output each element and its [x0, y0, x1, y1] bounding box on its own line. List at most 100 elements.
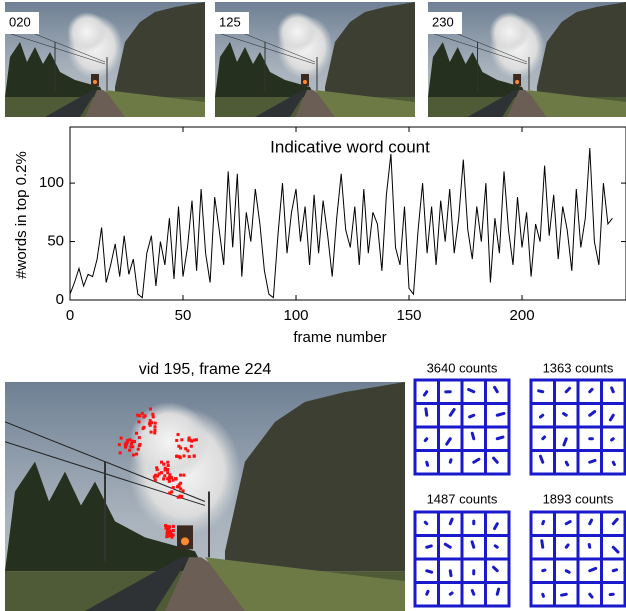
feature-dot	[130, 439, 134, 443]
histogram-glyph	[467, 387, 476, 394]
feature-dot	[135, 452, 139, 456]
feature-dot	[126, 438, 130, 442]
chart-title: Indicative word count	[270, 137, 430, 156]
feature-dot	[167, 525, 171, 529]
feature-dot	[153, 431, 157, 435]
histogram-glyph	[425, 460, 430, 467]
feature-dot	[153, 425, 157, 429]
histogram-glyph	[491, 565, 499, 573]
feature-dot	[132, 440, 136, 444]
feature-dot	[178, 494, 182, 498]
feature-dot	[171, 478, 175, 482]
feature-dot	[181, 489, 185, 493]
feature-dot	[154, 473, 158, 477]
histogram-glyph	[538, 413, 545, 419]
feature-dot	[163, 466, 167, 470]
histogram-glyph	[472, 457, 481, 464]
histogram-glyph	[423, 437, 429, 443]
thumbnail-label: 020	[9, 14, 31, 29]
thumbnail-label: 230	[432, 14, 454, 29]
feature-dot	[148, 423, 152, 427]
feature-dot	[192, 438, 196, 442]
feature-dot	[117, 443, 121, 447]
x-axis-label: frame number	[293, 329, 386, 346]
histogram-glyph	[588, 566, 598, 573]
feature-dot	[176, 433, 180, 437]
histogram-glyph	[448, 458, 453, 464]
histogram-glyph	[562, 437, 568, 447]
histogram-glyph	[495, 411, 506, 417]
feature-dot	[167, 534, 171, 538]
feature-dot	[178, 456, 182, 460]
feature-dot	[148, 419, 152, 423]
feature-dot	[180, 438, 184, 442]
feature-dot	[129, 445, 133, 449]
histogram-glyph	[541, 435, 547, 441]
feature-dot	[166, 471, 170, 475]
feature-dot	[187, 436, 191, 440]
histogram-glyph	[562, 412, 568, 417]
histogram-glyph	[470, 588, 476, 596]
feature-dot	[169, 530, 173, 534]
feature-dot	[125, 440, 129, 444]
histogram-glyph	[495, 435, 505, 441]
histogram-glyph	[445, 437, 452, 446]
histogram-glyph	[610, 386, 615, 394]
feature-dot	[159, 460, 163, 464]
feature-dot	[147, 422, 151, 426]
histogram-glyph	[448, 517, 454, 526]
thumbnail-label: 125	[219, 14, 241, 29]
feature-dot	[128, 448, 132, 452]
feature-dot	[182, 473, 186, 477]
feature-dot	[192, 454, 196, 458]
feature-dot	[171, 533, 175, 537]
histogram-glyph	[541, 568, 547, 573]
feature-dot	[136, 413, 140, 417]
feature-dot	[168, 475, 172, 479]
histogram-title: 1893 counts	[543, 491, 614, 506]
histogram-glyph	[495, 587, 501, 596]
feature-dot	[170, 476, 174, 480]
histogram-glyph	[448, 408, 456, 417]
histogram-glyph	[468, 413, 476, 419]
feature-dot	[179, 473, 183, 477]
histogram-glyph	[564, 543, 570, 549]
histogram-glyph	[587, 543, 592, 549]
histogram-glyph	[425, 589, 430, 596]
photo-title: vid 195, frame 224	[139, 361, 272, 378]
feature-dot	[138, 442, 142, 446]
feature-dot	[151, 415, 155, 419]
histogram-glyph	[588, 387, 594, 394]
histogram-glyph	[424, 407, 429, 417]
feature-dot	[123, 445, 127, 449]
feature-dot	[163, 468, 167, 472]
feature-dot	[166, 531, 170, 535]
feature-dot	[136, 447, 140, 451]
x-tick-label: 150	[397, 307, 422, 324]
histogram-glyph	[608, 413, 615, 422]
feature-dot	[162, 477, 166, 481]
feature-dot	[157, 472, 161, 476]
histogram-glyph	[564, 520, 572, 526]
histogram-glyph	[537, 389, 545, 394]
histogram-glyph	[448, 569, 453, 578]
feature-dot	[128, 438, 132, 442]
x-tick-label: 200	[510, 307, 535, 324]
histogram-glyph	[564, 569, 571, 574]
feature-dot	[168, 491, 172, 495]
feature-dot	[163, 474, 167, 478]
feature-dot	[166, 467, 170, 471]
thumbnail-label-box	[5, 12, 39, 34]
feature-dot	[155, 468, 159, 472]
feature-dot	[184, 447, 188, 451]
feature-dot	[155, 466, 159, 470]
histogram-glyph	[470, 540, 476, 549]
feature-dot	[162, 462, 166, 466]
feature-dot	[151, 412, 155, 416]
feature-dot	[167, 479, 171, 483]
feature-dot	[168, 473, 172, 477]
histogram-glyph	[611, 460, 616, 467]
feature-dot	[166, 463, 170, 467]
y-tick-label: 0	[56, 291, 64, 308]
